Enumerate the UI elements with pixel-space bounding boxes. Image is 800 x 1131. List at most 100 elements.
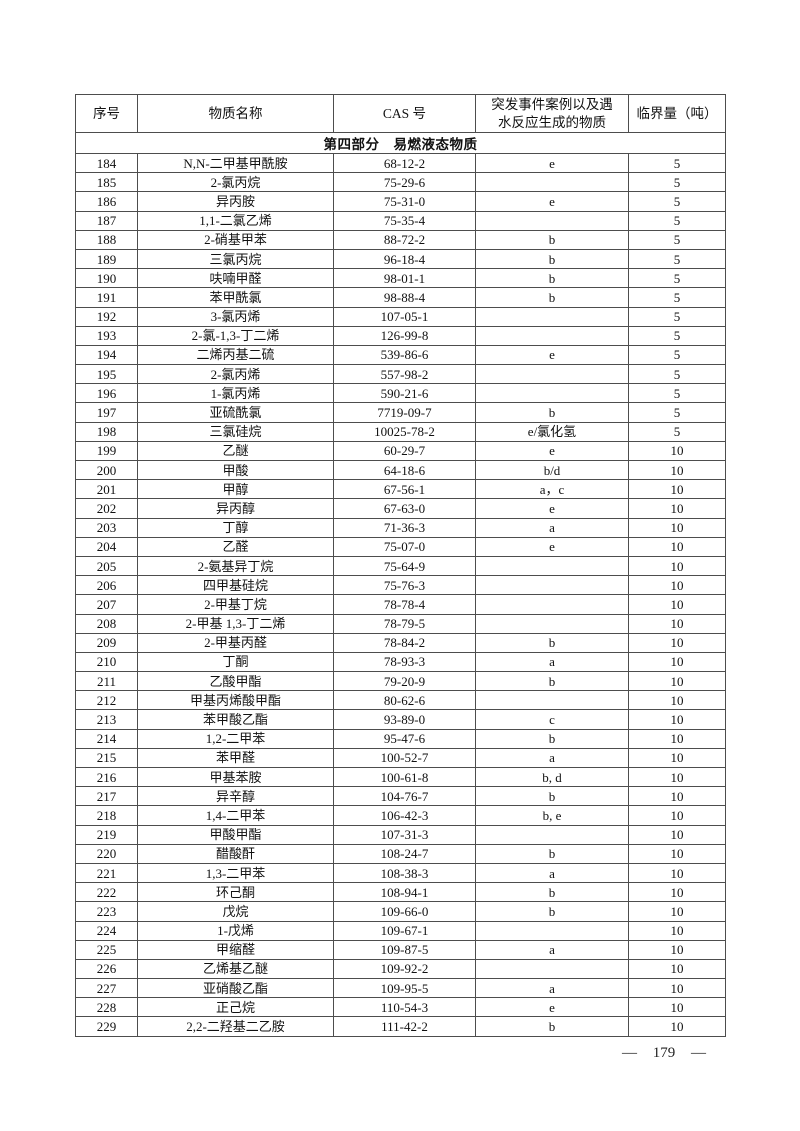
incident-note-cell	[475, 210, 629, 231]
threshold-cell: 5	[628, 344, 726, 366]
serial-cell: 213	[75, 709, 138, 730]
serial-cell: 216	[75, 766, 138, 788]
cas-number-cell: 93-89-0	[333, 709, 476, 730]
incident-note-cell: b	[475, 671, 629, 692]
table-row: 213 苯甲酸乙酯 93-89-0 c 10	[75, 709, 726, 730]
table-row: 186 异丙胺 75-31-0 e 5	[75, 191, 726, 212]
serial-cell: 186	[75, 191, 138, 212]
substance-name-cell: 3-氯丙烯	[137, 306, 334, 327]
threshold-cell: 10	[628, 997, 726, 1018]
serial-cell: 197	[75, 402, 138, 423]
threshold-cell: 10	[628, 651, 726, 673]
threshold-cell: 5	[628, 191, 726, 212]
cas-number-cell: 100-61-8	[333, 766, 476, 788]
cas-number-cell: 126-99-8	[333, 325, 476, 346]
substance-name-cell: 2-甲基丁烷	[137, 594, 334, 615]
threshold-cell: 10	[628, 459, 726, 481]
threshold-cell: 10	[628, 479, 726, 500]
incident-note-cell: e	[475, 536, 629, 557]
substance-name-cell: 甲基苯胺	[137, 766, 334, 788]
cas-number-cell: 68-12-2	[333, 152, 476, 174]
table-row: 221 1,3-二甲苯 108-38-3 a 10	[75, 862, 726, 884]
threshold-cell: 10	[628, 575, 726, 596]
substance-name-cell: 甲缩醛	[137, 939, 334, 960]
substance-name-cell: 甲酸甲酯	[137, 824, 334, 845]
cas-number-cell: 110-54-3	[333, 997, 476, 1018]
threshold-cell: 5	[628, 364, 726, 385]
threshold-cell: 10	[628, 862, 726, 884]
threshold-cell: 10	[628, 786, 726, 807]
header-incident-cases: 突发事件案例以及遇 水反应生成的物质	[475, 94, 629, 133]
substance-name-cell: 四甲基硅烷	[137, 575, 334, 596]
threshold-cell: 10	[628, 939, 726, 960]
incident-note-cell: a	[475, 517, 629, 538]
serial-cell: 199	[75, 440, 138, 462]
threshold-cell: 10	[628, 498, 726, 519]
cas-number-cell: 109-66-0	[333, 901, 476, 922]
cas-number-cell: 539-86-6	[333, 344, 476, 366]
incident-note-cell: b	[475, 901, 629, 922]
substance-name-cell: 正己烷	[137, 997, 334, 1018]
table-row: 214 1,2-二甲苯 95-47-6 b 10	[75, 728, 726, 749]
substance-name-cell: 2-甲基丙醛	[137, 632, 334, 653]
serial-cell: 200	[75, 459, 138, 481]
threshold-cell: 10	[628, 440, 726, 462]
cas-number-cell: 78-93-3	[333, 651, 476, 673]
incident-note-cell	[475, 306, 629, 327]
incident-note-cell: e/氯化氢	[475, 421, 629, 442]
table-row: 210 丁酮 78-93-3 a 10	[75, 651, 726, 673]
threshold-cell: 10	[628, 747, 726, 769]
threshold-cell: 5	[628, 268, 726, 289]
incident-note-cell: b	[475, 268, 629, 289]
substance-name-cell: 乙醛	[137, 536, 334, 557]
threshold-cell: 10	[628, 594, 726, 615]
serial-cell: 194	[75, 344, 138, 366]
table-row: 203 丁醇 71-36-3 a 10	[75, 517, 726, 538]
incident-note-cell	[475, 958, 629, 980]
serial-cell: 215	[75, 747, 138, 769]
cas-number-cell: 71-36-3	[333, 517, 476, 538]
cas-number-cell: 88-72-2	[333, 229, 476, 250]
header-threshold-quantity: 临界量（吨）	[628, 94, 726, 133]
incident-note-cell: a	[475, 651, 629, 673]
substance-name-cell: 1-氯丙烯	[137, 383, 334, 404]
incident-note-cell	[475, 575, 629, 596]
cas-number-cell: 106-42-3	[333, 805, 476, 826]
cas-number-cell: 75-64-9	[333, 555, 476, 577]
serial-cell: 203	[75, 517, 138, 538]
threshold-cell: 5	[628, 421, 726, 442]
cas-number-cell: 95-47-6	[333, 728, 476, 749]
substance-name-cell: 苯甲醛	[137, 747, 334, 769]
substance-name-cell: 苯甲酰氯	[137, 287, 334, 308]
table-row: 206 四甲基硅烷 75-76-3 10	[75, 575, 726, 596]
incident-note-cell: e	[475, 440, 629, 462]
cas-number-cell: 75-31-0	[333, 191, 476, 212]
incident-note-cell: b	[475, 287, 629, 308]
table-row: 215 苯甲醛 100-52-7 a 10	[75, 747, 726, 769]
table-row: 191 苯甲酰氯 98-88-4 b 5	[75, 287, 726, 308]
serial-cell: 226	[75, 958, 138, 980]
table-row: 194 二烯丙基二硫 539-86-6 e 5	[75, 344, 726, 366]
threshold-cell: 10	[628, 901, 726, 922]
threshold-cell: 10	[628, 671, 726, 692]
incident-note-cell	[475, 613, 629, 634]
serial-cell: 185	[75, 172, 138, 193]
serial-cell: 212	[75, 690, 138, 711]
incident-note-cell	[475, 555, 629, 577]
serial-cell: 210	[75, 651, 138, 673]
incident-note-cell	[475, 824, 629, 845]
table-row: 209 2-甲基丙醛 78-84-2 b 10	[75, 632, 726, 653]
incident-note-cell: b	[475, 728, 629, 749]
table-row: 219 甲酸甲酯 107-31-3 10	[75, 824, 726, 845]
threshold-cell: 5	[628, 402, 726, 423]
cas-number-cell: 109-67-1	[333, 920, 476, 941]
serial-cell: 206	[75, 575, 138, 596]
table-row: 185 2-氯丙烷 75-29-6 5	[75, 172, 726, 193]
table-row: 196 1-氯丙烯 590-21-6 5	[75, 383, 726, 404]
cas-number-cell: 98-01-1	[333, 268, 476, 289]
incident-note-cell: b	[475, 632, 629, 653]
incident-note-cell: a	[475, 939, 629, 960]
table-row: 187 1,1-二氯乙烯 75-35-4 5	[75, 210, 726, 231]
table-row: 225 甲缩醛 109-87-5 a 10	[75, 939, 726, 960]
substance-name-cell: 甲酸	[137, 459, 334, 481]
